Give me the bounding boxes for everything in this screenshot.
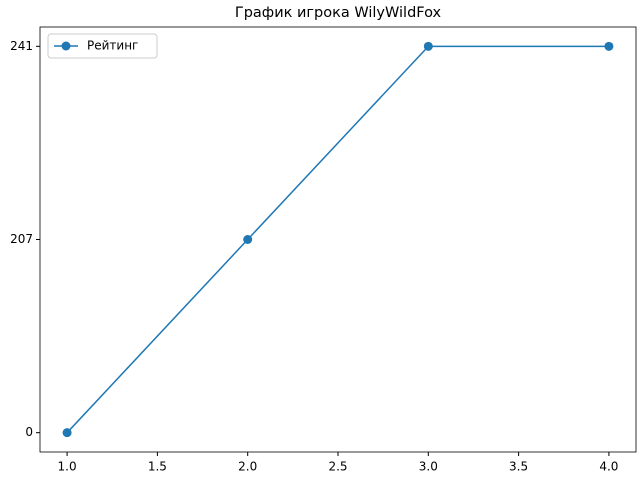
x-tick-label: 1.0 xyxy=(58,460,77,474)
y-tick-label: 207 xyxy=(10,232,33,246)
legend-label: Рейтинг xyxy=(87,39,138,53)
legend-box xyxy=(47,33,158,59)
legend-marker xyxy=(61,41,71,51)
x-tick-label: 4.0 xyxy=(599,460,618,474)
x-tick-label: 2.0 xyxy=(238,460,257,474)
y-tick-label: 0 xyxy=(25,425,33,439)
chart-title: График игрока WilyWildFox xyxy=(235,5,442,21)
x-tick-label: 1.5 xyxy=(148,460,167,474)
marker xyxy=(243,235,253,244)
marker xyxy=(62,428,72,438)
x-tick-label: 3.5 xyxy=(509,460,528,474)
x-tick-label: 2.5 xyxy=(328,460,347,474)
plot-frame xyxy=(39,26,637,453)
line xyxy=(66,45,609,434)
marker xyxy=(604,41,614,51)
marker xyxy=(423,41,433,51)
y-tick-label: 241 xyxy=(10,39,33,53)
x-tick-label: 3.0 xyxy=(419,460,438,474)
